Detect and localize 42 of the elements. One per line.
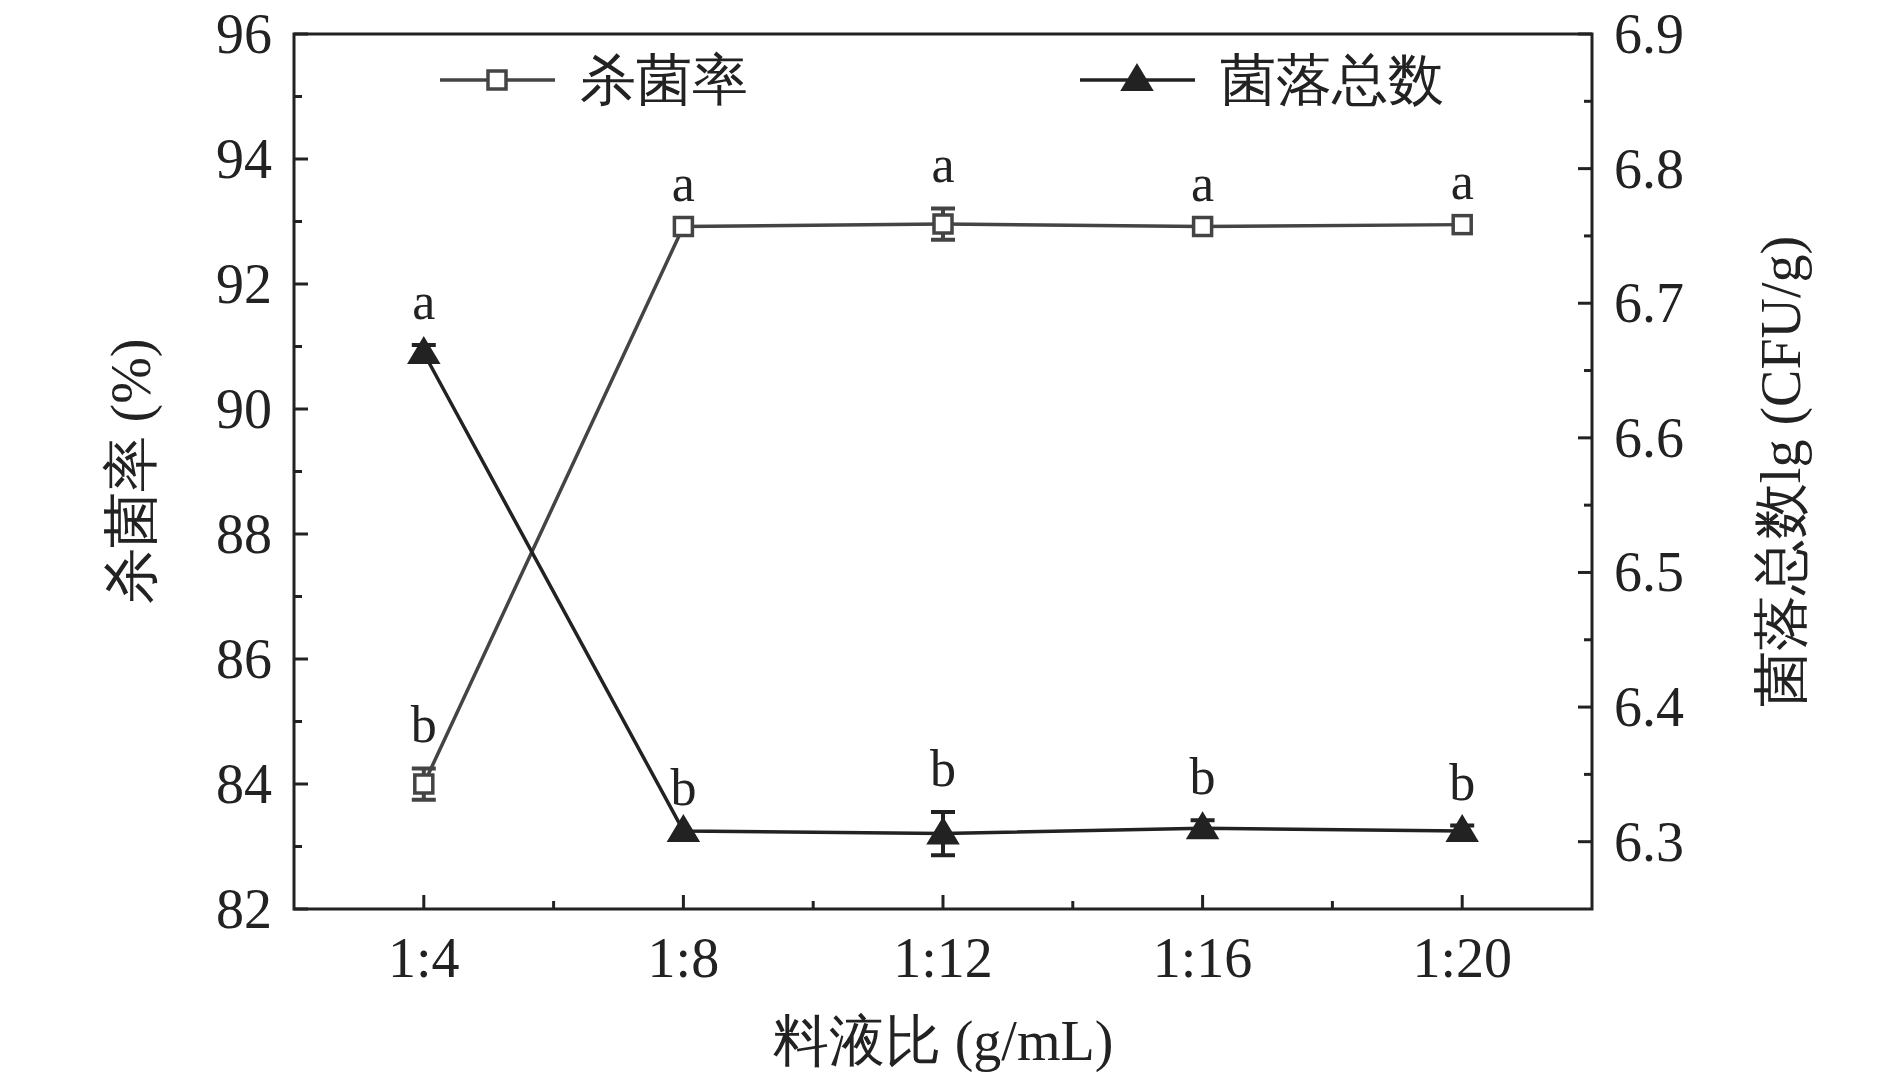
data-label: b xyxy=(930,740,956,798)
y2-tick-label: 6.3 xyxy=(1614,810,1684,873)
data-label: a xyxy=(1450,152,1474,210)
y-tick-label: 96 xyxy=(216,3,272,65)
point xyxy=(413,773,435,795)
data-label: b xyxy=(410,696,437,754)
y2-axis-title: 菌落总数lg (CFU/g) xyxy=(1750,235,1813,708)
y-tick-label: 92 xyxy=(216,253,272,315)
point xyxy=(667,814,700,842)
legend-label: 杀菌率 xyxy=(580,49,748,111)
y-tick-label: 82 xyxy=(216,878,272,940)
y2-tick-label: 6.4 xyxy=(1614,676,1684,739)
data-label: b xyxy=(1189,748,1216,806)
y-tick-label: 88 xyxy=(216,503,272,565)
x-tick-label: 1:8 xyxy=(647,927,720,989)
point xyxy=(932,213,954,235)
y-tick-label: 94 xyxy=(216,128,272,190)
point xyxy=(672,215,695,238)
y2-tick-label: 6.6 xyxy=(1614,406,1684,469)
point xyxy=(1191,215,1214,238)
y2-tick-label: 6.8 xyxy=(1614,137,1684,200)
y2-tick-label: 6.9 xyxy=(1614,3,1684,65)
legend-label: 菌落总数 xyxy=(1220,49,1444,111)
data-label: a xyxy=(931,136,955,194)
x-tick-label: 1:16 xyxy=(1152,927,1253,989)
y2-tick-label: 6.7 xyxy=(1614,272,1684,335)
y-tick-label: 86 xyxy=(216,628,272,690)
y-axis-title: 杀菌率 (%) xyxy=(100,338,163,605)
data-label: b xyxy=(670,758,697,816)
point xyxy=(1451,213,1473,236)
data-label: b xyxy=(1449,753,1476,811)
x-tick-label: 1:20 xyxy=(1412,927,1512,989)
y2-tick-label: 6.5 xyxy=(1614,541,1684,604)
data-label: a xyxy=(671,154,695,212)
data-label: a xyxy=(412,272,436,330)
point xyxy=(927,817,959,845)
x-tick-label: 1:4 xyxy=(388,927,460,989)
data-label: a xyxy=(1191,154,1215,212)
x-tick-label: 1:12 xyxy=(893,927,993,989)
x-axis-title: 料液比 (g/mL) xyxy=(772,1010,1114,1073)
y-tick-label: 84 xyxy=(216,753,272,815)
y-tick-label: 90 xyxy=(216,378,272,440)
